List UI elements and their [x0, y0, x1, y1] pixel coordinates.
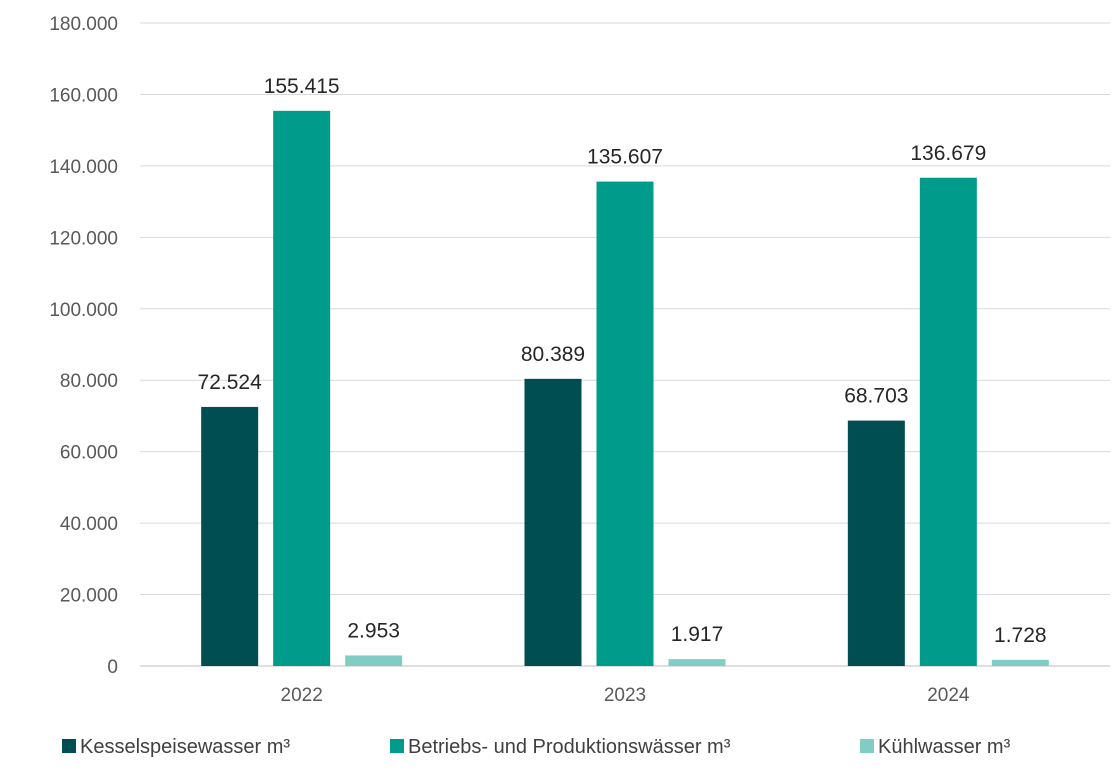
- legend: Kesselspeisewasser m³ Betriebs- und Produ…: [62, 736, 1011, 758]
- bar: [524, 378, 582, 666]
- x-axis: 2022 2023 2024: [281, 685, 970, 706]
- data-label: 80.389: [521, 343, 585, 366]
- bar: [345, 655, 403, 666]
- bar: [919, 177, 977, 666]
- y-tick-label: 100.000: [49, 300, 118, 321]
- bar: [668, 659, 726, 666]
- data-label: 1.728: [994, 624, 1047, 647]
- bars: [201, 110, 1049, 667]
- y-tick-label: 140.000: [49, 157, 118, 178]
- data-label: 72.524: [198, 371, 263, 394]
- x-category-label: 2022: [281, 685, 323, 706]
- data-labels: 72.524 155.415 2.953 80.389 135.607 1.917 68.7…: [198, 75, 1047, 647]
- y-tick-label: 60.000: [60, 443, 118, 464]
- y-tick-label: 80.000: [60, 371, 118, 392]
- legend-item-label: Kesselspeisewasser m³: [80, 736, 290, 758]
- data-label: 1.917: [671, 623, 724, 646]
- data-label: 68.703: [844, 385, 908, 408]
- legend-swatch: [390, 739, 404, 753]
- y-tick-label: 160.000: [49, 85, 118, 106]
- y-tick-label: 20.000: [60, 586, 118, 607]
- x-category-label: 2024: [927, 685, 970, 706]
- y-tick-label: 0: [107, 657, 118, 678]
- data-label: 155.415: [264, 75, 340, 98]
- data-label: 136.679: [910, 142, 986, 165]
- y-tick-label: 120.000: [49, 228, 118, 249]
- y-axis: 0 20.000 40.000 60.000 80.000 100.000 120.000 1…: [49, 14, 118, 678]
- bar: [847, 420, 905, 666]
- legend-item-label: Betriebs- und Produktionswässer m³: [408, 736, 731, 758]
- y-tick-label: 40.000: [60, 514, 118, 535]
- bar: [273, 110, 331, 667]
- y-tick-label: 180.000: [49, 14, 118, 35]
- bar: [596, 181, 654, 666]
- bar: [991, 659, 1049, 666]
- data-label: 135.607: [587, 146, 663, 169]
- legend-swatch: [62, 739, 76, 753]
- data-label: 2.953: [347, 619, 400, 642]
- legend-swatch: [860, 739, 874, 753]
- bar: [201, 406, 259, 666]
- x-category-label: 2023: [604, 685, 646, 706]
- legend-item-label: Kühlwasser m³: [878, 736, 1011, 758]
